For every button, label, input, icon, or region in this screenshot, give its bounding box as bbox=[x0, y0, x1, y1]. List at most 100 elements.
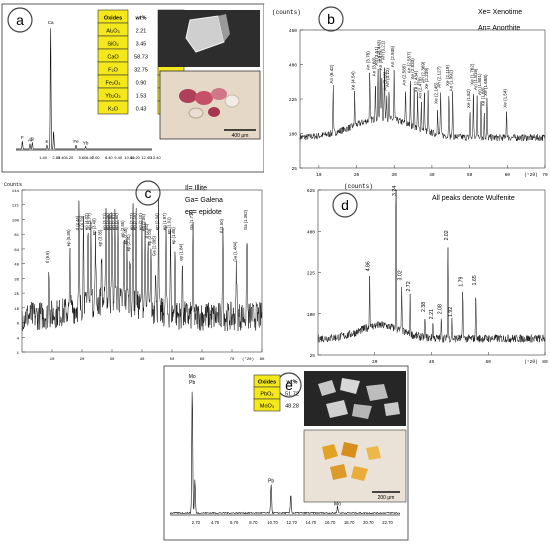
y-tick-label: 400 bbox=[289, 63, 297, 69]
peak-label: An (3.51) bbox=[374, 46, 379, 65]
panel-a-grain-4 bbox=[224, 94, 240, 108]
table-cell: 3.45 bbox=[136, 41, 147, 47]
panel-e-particle-1 bbox=[318, 380, 336, 396]
panel-e-scale-label: 200 μm bbox=[378, 495, 395, 501]
peak-label: Ga (1.362) bbox=[243, 209, 248, 230]
peak-label: Mo bbox=[189, 374, 196, 380]
panel-b-y-unit: (counts) bbox=[272, 9, 301, 16]
table-cell-bg bbox=[97, 100, 129, 115]
peak-label: K bbox=[46, 139, 49, 144]
panel-d-y-unit: (counts) bbox=[344, 183, 373, 190]
x-tick-label: 8.70 bbox=[249, 520, 258, 525]
peak-label: An (1.992) bbox=[449, 69, 454, 91]
peak-label: An (2.369) bbox=[420, 61, 425, 83]
table-cell: Al₂O₃ bbox=[106, 28, 120, 34]
peak-label: An (2.557) bbox=[406, 51, 411, 73]
panel-a-grain-6 bbox=[208, 107, 220, 117]
peak-label: Il (4.46) bbox=[75, 215, 80, 230]
table-cell: K₂O bbox=[108, 106, 119, 112]
y-tick-label: 625 bbox=[307, 188, 315, 194]
x-tick-label: 30 bbox=[110, 358, 115, 362]
x-tick-label: 6.70 bbox=[230, 520, 239, 525]
table-cell: F₂O bbox=[108, 67, 118, 73]
peak-label: An (2.479) bbox=[417, 77, 422, 99]
peak-label: ep (1.84) bbox=[179, 243, 184, 260]
panel-a-optical-photo bbox=[159, 70, 261, 140]
peak-label: Xe (2.119) bbox=[445, 65, 450, 87]
peak-label: Xe (2.239) bbox=[424, 67, 429, 89]
diffraction-trace bbox=[299, 67, 546, 142]
peak-label: 1.92 bbox=[448, 307, 454, 317]
y-tick-label: 25 bbox=[14, 293, 19, 297]
peak-label: Il (4.29) bbox=[80, 215, 85, 230]
panel-a: a Oxides wt% Al₂O₃ 2.21 SiO₂ 3.45 CaO 58.73 F₂O 3… bbox=[1, 3, 265, 173]
peak-label: Pb bbox=[189, 380, 195, 386]
peak-label: ep (2.16) bbox=[132, 213, 137, 230]
peak-label: F bbox=[21, 135, 24, 140]
x-tick-label: 40 bbox=[429, 359, 435, 365]
y-tick-label: 49 bbox=[14, 264, 19, 268]
x-tick-label: 2.70 bbox=[192, 520, 201, 525]
y-tick-label: 25 bbox=[310, 353, 316, 359]
panel-e-particle-4 bbox=[326, 400, 348, 418]
y-tick-label: 450 bbox=[289, 28, 297, 34]
panel-e-crystal-2 bbox=[341, 442, 358, 458]
peak-label: 2.72 bbox=[406, 281, 412, 291]
diffraction-trace bbox=[21, 198, 263, 331]
peak-label: 2.21 bbox=[429, 309, 435, 319]
peak-label: An (3.12) bbox=[385, 68, 390, 87]
x-tick-label: 60 bbox=[200, 358, 205, 362]
panel-e-crystal-5 bbox=[351, 466, 368, 481]
x-tick-label: 10.60 bbox=[124, 155, 135, 160]
y-tick-label: 1 bbox=[17, 352, 20, 356]
table-cell: Yb₂O₃ bbox=[105, 93, 120, 99]
peak-label: Si bbox=[30, 136, 34, 141]
peak-label: An (3.78) bbox=[366, 51, 371, 70]
peak-label: ep (2.81) bbox=[111, 213, 116, 230]
peak-label: 4.86 bbox=[366, 261, 372, 271]
y-tick-label: 100 bbox=[307, 312, 315, 318]
x-tick-label: 50 bbox=[170, 358, 175, 362]
peak-label: Ga (1.714) bbox=[189, 209, 194, 230]
peak-label: An (2.585) bbox=[402, 64, 407, 86]
peak-label: 2.38 bbox=[421, 302, 427, 312]
x-axis-unit: (°2θ) bbox=[242, 357, 254, 362]
panel-a-letter-circle bbox=[7, 7, 33, 33]
table-cell: 51.72 bbox=[285, 392, 299, 398]
panel-d-letter-circle bbox=[332, 192, 358, 218]
x-tick-label: 20 bbox=[80, 358, 85, 362]
peak-label: 2.08 bbox=[437, 304, 443, 314]
panel-c-xrd-chart: 144 121 100 81 64 49 36 25 16 9 4 1 10 20 30 40 50 60 70 80… bbox=[12, 189, 265, 362]
peak-label: Xe (2.145) bbox=[434, 82, 439, 104]
panel-e-particle-6 bbox=[384, 402, 400, 416]
table-header: wt% bbox=[135, 15, 147, 21]
table-cell: PbO₂ bbox=[260, 392, 273, 398]
x-tick-label: 20 bbox=[354, 172, 360, 178]
peak-label: Xe (1.82) bbox=[466, 89, 471, 108]
x-tick-label: 5.60 bbox=[79, 155, 88, 160]
peak-label: ep (2.31) bbox=[126, 234, 131, 251]
peak-label: 2.02 bbox=[444, 230, 450, 240]
x-tick-label: 10.70 bbox=[267, 520, 278, 525]
table-cell: CaO bbox=[107, 54, 119, 60]
y-tick-label: 400 bbox=[307, 229, 315, 235]
x-tick-label: 12.70 bbox=[286, 520, 297, 525]
x-tick-label: 20 bbox=[372, 359, 378, 365]
x-tick-label: 13.40 bbox=[151, 155, 162, 160]
panel-e-optical-photo bbox=[303, 429, 407, 503]
peak-label: ep (2.40) bbox=[123, 227, 128, 244]
table-cell: 0.90 bbox=[136, 80, 147, 86]
peak-label: 1.65 bbox=[472, 275, 478, 285]
x-tick-label: 80 bbox=[542, 359, 548, 365]
panel-c-legend-1: Il= Illite bbox=[185, 185, 207, 192]
spectrum-trace bbox=[169, 391, 401, 515]
x-tick-label: 20.70 bbox=[363, 520, 374, 525]
peak-label: An (3.443) bbox=[376, 40, 381, 62]
y-tick-label: 225 bbox=[289, 97, 297, 103]
x-tick-label: 8.40 bbox=[105, 155, 114, 160]
panel-e-letter: e bbox=[285, 377, 293, 393]
peak-label: ep (2.27) bbox=[129, 213, 134, 230]
peak-label: Xe (1.688) bbox=[483, 74, 488, 96]
table-cell: 2.21 bbox=[136, 28, 147, 34]
